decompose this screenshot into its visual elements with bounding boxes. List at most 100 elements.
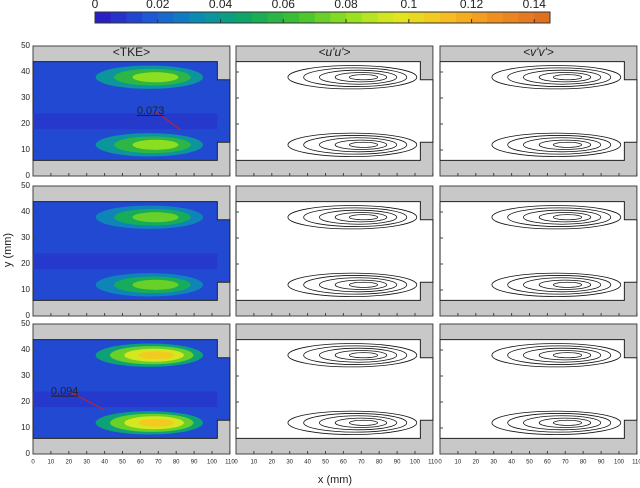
- colorbar-segment: [126, 12, 143, 23]
- x-tick-label: 100: [614, 460, 625, 466]
- annotation-leader: [68, 391, 105, 411]
- contour-line: [491, 410, 622, 435]
- contour-line: [552, 141, 583, 148]
- x-tick-label: 60: [137, 460, 144, 466]
- contour-line: [507, 67, 612, 87]
- contour-line: [523, 137, 602, 153]
- contour-line: [523, 415, 602, 431]
- column-title: <TKE>: [113, 45, 150, 59]
- colorbar-segment: [487, 12, 504, 23]
- x-tick-label: 90: [394, 460, 401, 466]
- contour-line: [334, 350, 388, 361]
- x-tick-label: 20: [65, 460, 72, 466]
- contour-line: [538, 279, 592, 290]
- flow-domain: [235, 339, 434, 439]
- contour-line: [523, 347, 602, 363]
- x-tick-label: 0: [31, 460, 35, 466]
- colorbar-segment: [346, 12, 363, 23]
- annotation: 0.073: [137, 105, 165, 117]
- contour-line: [491, 205, 622, 230]
- contour-line: [507, 275, 612, 295]
- y-tick-label: 30: [21, 233, 30, 242]
- contour-line: [287, 410, 418, 435]
- colorbar-segment: [393, 12, 410, 23]
- colorbar-tick-label: 0.08: [334, 0, 358, 11]
- contour-line: [507, 413, 612, 433]
- colorbar-segment: [95, 12, 112, 23]
- colorbar-segment: [110, 12, 127, 23]
- x-tick-label: 30: [83, 460, 90, 466]
- colorbar-segment: [361, 12, 378, 23]
- colorbar-tick-label: 0: [92, 0, 99, 11]
- contour-line: [507, 345, 612, 365]
- x-tick-label: 10: [251, 460, 258, 466]
- contour-line: [319, 69, 398, 85]
- colorbar-segment: [330, 12, 347, 23]
- x-tick-label: 110: [225, 460, 235, 466]
- colorbar-segment: [471, 12, 488, 23]
- x-tick-label: 40: [304, 460, 311, 466]
- y-tick-label: 20: [21, 259, 30, 268]
- x-tick-label: 60: [340, 460, 347, 466]
- x-tick-label: 30: [286, 460, 293, 466]
- colorbar-segment: [189, 12, 206, 23]
- contour-line: [552, 281, 583, 288]
- contour-line: [334, 279, 388, 290]
- contour-line: [552, 214, 583, 221]
- contour-line: [348, 281, 379, 288]
- colorbar-segment: [424, 12, 441, 23]
- annotation: 0.094: [51, 386, 79, 398]
- x-tick-label: 100: [207, 460, 218, 466]
- colorbar-tick-label: 0.06: [272, 0, 296, 11]
- x-tick-label: 40: [101, 460, 108, 466]
- contour-line: [303, 207, 408, 227]
- y-tick-label: 10: [21, 285, 30, 294]
- contour-line: [538, 417, 592, 428]
- y-tick-label: 30: [21, 371, 30, 380]
- y-tick-label: 20: [21, 397, 30, 406]
- colorbar-tick-label: 0.02: [146, 0, 170, 11]
- contour-shape: [138, 418, 175, 427]
- y-tick-label: 40: [21, 345, 30, 354]
- colorbar-segment: [173, 12, 190, 23]
- contour-shape: [132, 139, 179, 150]
- colorbar-tick-label: 0.12: [460, 0, 484, 11]
- colorbar-segment: [251, 12, 269, 23]
- contour-shape: [132, 279, 179, 290]
- colorbar-segment: [157, 12, 174, 23]
- colorbar-segment: [440, 12, 457, 23]
- contour-line: [319, 277, 398, 293]
- contour-line: [491, 132, 622, 157]
- y-tick-label: 50: [21, 319, 30, 328]
- x-tick-label: 80: [173, 460, 180, 466]
- colorbar-segment: [236, 12, 253, 23]
- y-tick-label: 20: [21, 119, 30, 128]
- colorbar-tick-label: 0.14: [523, 0, 547, 11]
- colorbar-segment: [220, 12, 237, 23]
- colorbar-segment: [283, 12, 300, 23]
- contour-line: [348, 419, 379, 426]
- contour-line: [491, 343, 622, 368]
- contour-line: [303, 345, 408, 365]
- x-tick-label: 50: [322, 460, 329, 466]
- colorbar-segment: [502, 12, 520, 23]
- flow-domain: [439, 61, 638, 161]
- contour-line: [303, 413, 408, 433]
- contour-line: [287, 343, 418, 368]
- flow-domain: [439, 201, 638, 301]
- y-tick-label: 0: [26, 171, 31, 180]
- contour-line: [287, 132, 418, 157]
- x-tick-label: 30: [490, 460, 497, 466]
- x-tick-label: 90: [598, 460, 605, 466]
- contour-line: [538, 350, 592, 361]
- x-axis-label: x (mm): [318, 474, 352, 486]
- contour-line: [552, 74, 583, 81]
- colorbar-tick-label: 0.1: [400, 0, 417, 11]
- contour-line: [507, 135, 612, 155]
- contour-line: [334, 72, 388, 83]
- x-tick-label: 20: [268, 460, 275, 466]
- x-tick-label: 80: [376, 460, 383, 466]
- x-tick-label: 110: [632, 460, 640, 466]
- contour-line: [507, 207, 612, 227]
- contour-line: [319, 137, 398, 153]
